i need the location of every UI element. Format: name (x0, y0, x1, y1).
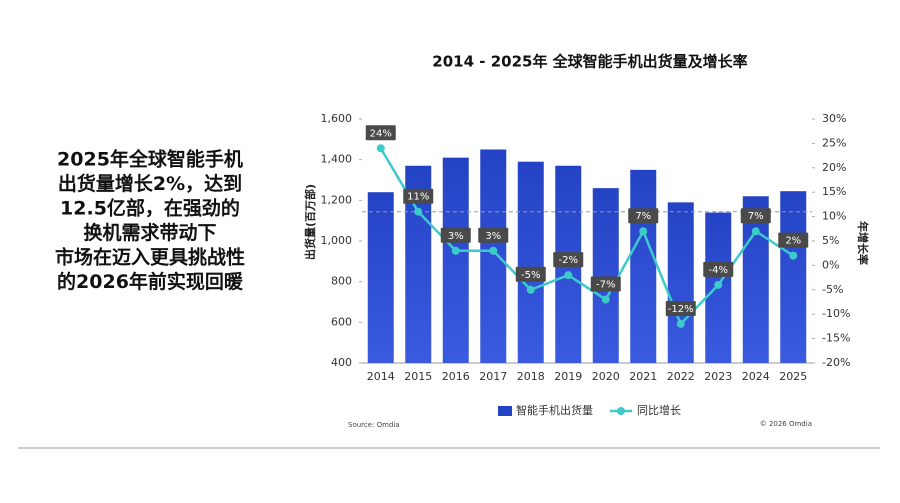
value-label-box (478, 227, 509, 243)
value-label-box (665, 300, 696, 316)
value-label: 7% (635, 211, 651, 222)
y2-tick-label: 30% (822, 112, 846, 125)
x-tick-label: 2023 (704, 370, 732, 383)
headline: 2025年全球智能手机出货量增长2%，达到12.5亿部，在强劲的换机需求带动下市… (55, 148, 245, 294)
value-label: -2% (559, 255, 578, 266)
y2-axis-title: 年增长率 (856, 221, 870, 265)
value-label-box (515, 266, 546, 282)
value-label-box (365, 125, 396, 141)
growth-point (751, 227, 760, 236)
value-label: 11% (407, 192, 429, 203)
value-label-box (703, 261, 734, 277)
value-label-box (628, 208, 659, 224)
headline-line: 市场在迈入更具挑战性 (55, 246, 245, 269)
y2-tick-label: 0% (822, 258, 839, 271)
growth-point (601, 295, 610, 304)
bar (780, 191, 807, 363)
value-label-box (590, 276, 621, 292)
y-tick-label: 600 (331, 315, 352, 328)
bar (742, 196, 769, 363)
legend-swatch-dot (617, 407, 625, 415)
y2-tick-label: 20% (822, 161, 846, 174)
x-tick-label: 2014 (367, 370, 395, 383)
growth-point (526, 285, 535, 294)
bar (367, 192, 394, 363)
copyright: © 2026 Omdia (760, 420, 812, 428)
y-tick-label: 800 (331, 275, 352, 288)
y-tick-label: 1,400 (321, 153, 353, 166)
bar (442, 157, 469, 363)
value-label: -12% (668, 304, 694, 315)
value-label: -5% (521, 270, 540, 281)
x-tick-label: 2025 (779, 370, 807, 383)
legend-swatch (498, 406, 512, 416)
bar (667, 202, 694, 363)
y2-tick-label: 10% (822, 210, 846, 223)
value-label: 3% (485, 231, 501, 242)
x-tick-label: 2024 (742, 370, 770, 383)
chart-title: 2014 - 2025年 全球智能手机出货量及增长率 (432, 53, 747, 71)
bar (630, 169, 657, 363)
y-tick-label: 400 (331, 356, 352, 369)
value-label: 24% (370, 128, 392, 139)
bar (592, 188, 619, 363)
y-tick-label: 1,000 (321, 234, 353, 247)
source: Source: Omdia (348, 421, 400, 429)
headline-line: 出货量增长2%，达到 (58, 172, 242, 195)
x-tick-label: 2016 (442, 370, 470, 383)
legend-label: 智能手机出货量 (516, 403, 593, 417)
y2-tick-label: -5% (822, 283, 843, 296)
headline-line: 12.5亿部，在强劲的 (60, 197, 240, 220)
growth-point (789, 251, 798, 260)
x-tick-label: 2022 (667, 370, 695, 383)
value-label: 3% (448, 231, 464, 242)
value-label: 7% (748, 211, 764, 222)
x-tick-label: 2021 (629, 370, 657, 383)
x-tick-label: 2019 (554, 370, 582, 383)
growth-point (676, 319, 685, 328)
headline-line: 的2026年前实现回暖 (57, 270, 244, 293)
growth-point (414, 207, 423, 216)
value-label-box (740, 208, 771, 224)
growth-point (639, 227, 648, 236)
growth-point (564, 271, 573, 280)
y2-tick-label: 15% (822, 185, 846, 198)
growth-point (714, 280, 723, 289)
legend-label: 同比增长 (637, 403, 681, 417)
value-label-box (778, 232, 809, 248)
x-tick-label: 2018 (517, 370, 545, 383)
y-tick-label: 1,200 (321, 193, 353, 206)
growth-point (489, 246, 498, 255)
bar (517, 161, 544, 363)
y2-tick-label: 25% (822, 136, 846, 149)
growth-point (451, 246, 460, 255)
growth-point (376, 144, 385, 153)
headline-line: 换机需求带动下 (83, 221, 216, 244)
value-label-box (553, 252, 584, 268)
bar (480, 149, 507, 363)
value-label-box (440, 227, 471, 243)
y2-tick-label: -15% (822, 332, 850, 345)
value-label: -7% (596, 280, 615, 291)
y2-tick-label: 5% (822, 234, 839, 247)
x-tick-label: 2020 (592, 370, 620, 383)
x-tick-label: 2017 (479, 370, 507, 383)
x-tick-label: 2015 (404, 370, 432, 383)
y-axis-title: 出货量(百万部) (303, 184, 317, 260)
value-label-box (403, 188, 434, 204)
y-tick-label: 1,600 (321, 112, 353, 125)
headline-line: 2025年全球智能手机 (57, 148, 243, 171)
y2-tick-label: -20% (822, 356, 850, 369)
value-label: -4% (709, 265, 728, 276)
value-label: 2% (785, 236, 801, 247)
y2-tick-label: -10% (822, 307, 850, 320)
